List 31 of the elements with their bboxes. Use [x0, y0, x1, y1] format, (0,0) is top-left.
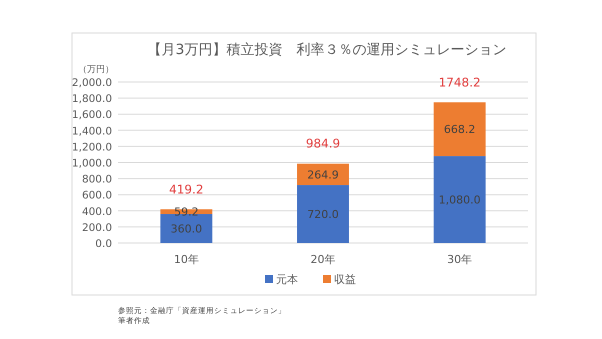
- x-tick-label: 20年: [310, 253, 336, 266]
- y-tick-label: 600.0: [82, 190, 112, 202]
- bar: [297, 185, 349, 243]
- y-tick-label: 1,600.0: [72, 109, 112, 122]
- bar: [160, 214, 212, 243]
- y-tick-label: 1,000.0: [72, 158, 112, 170]
- chart-title: 【月3万円】積立投資 利率３％の運用シミュレーション: [148, 42, 506, 58]
- total-label: 419.2: [169, 182, 204, 196]
- x-tick-label: 30年: [447, 253, 472, 266]
- data-label: 668.2: [444, 123, 476, 136]
- bar: [434, 156, 486, 243]
- data-label: 720.0: [307, 208, 339, 222]
- total-label: 1748.2: [438, 75, 481, 90]
- bar: [297, 164, 349, 186]
- total-label: 984.9: [306, 136, 340, 151]
- data-label: 360.0: [170, 222, 202, 236]
- x-tick-label: 10年: [174, 253, 199, 266]
- y-axis-title: （万円）: [78, 65, 114, 75]
- y-tick-label: 800.0: [82, 174, 112, 186]
- y-tick-label: 1,800.0: [72, 93, 112, 106]
- y-tick-label: 0.0: [95, 238, 112, 250]
- data-label: 1,080.0: [438, 194, 481, 207]
- legend-label: 元本: [276, 273, 298, 286]
- bar: [434, 102, 486, 156]
- y-tick-label: 2,000.0: [72, 77, 112, 89]
- data-label: 264.9: [307, 168, 339, 182]
- y-tick-label: 200.0: [82, 222, 112, 234]
- y-tick-label: 1,200.0: [72, 141, 112, 154]
- legend-label: 収益: [334, 273, 356, 286]
- y-tick-label: 400.0: [82, 206, 112, 218]
- y-tick-label: 1,400.0: [72, 125, 112, 138]
